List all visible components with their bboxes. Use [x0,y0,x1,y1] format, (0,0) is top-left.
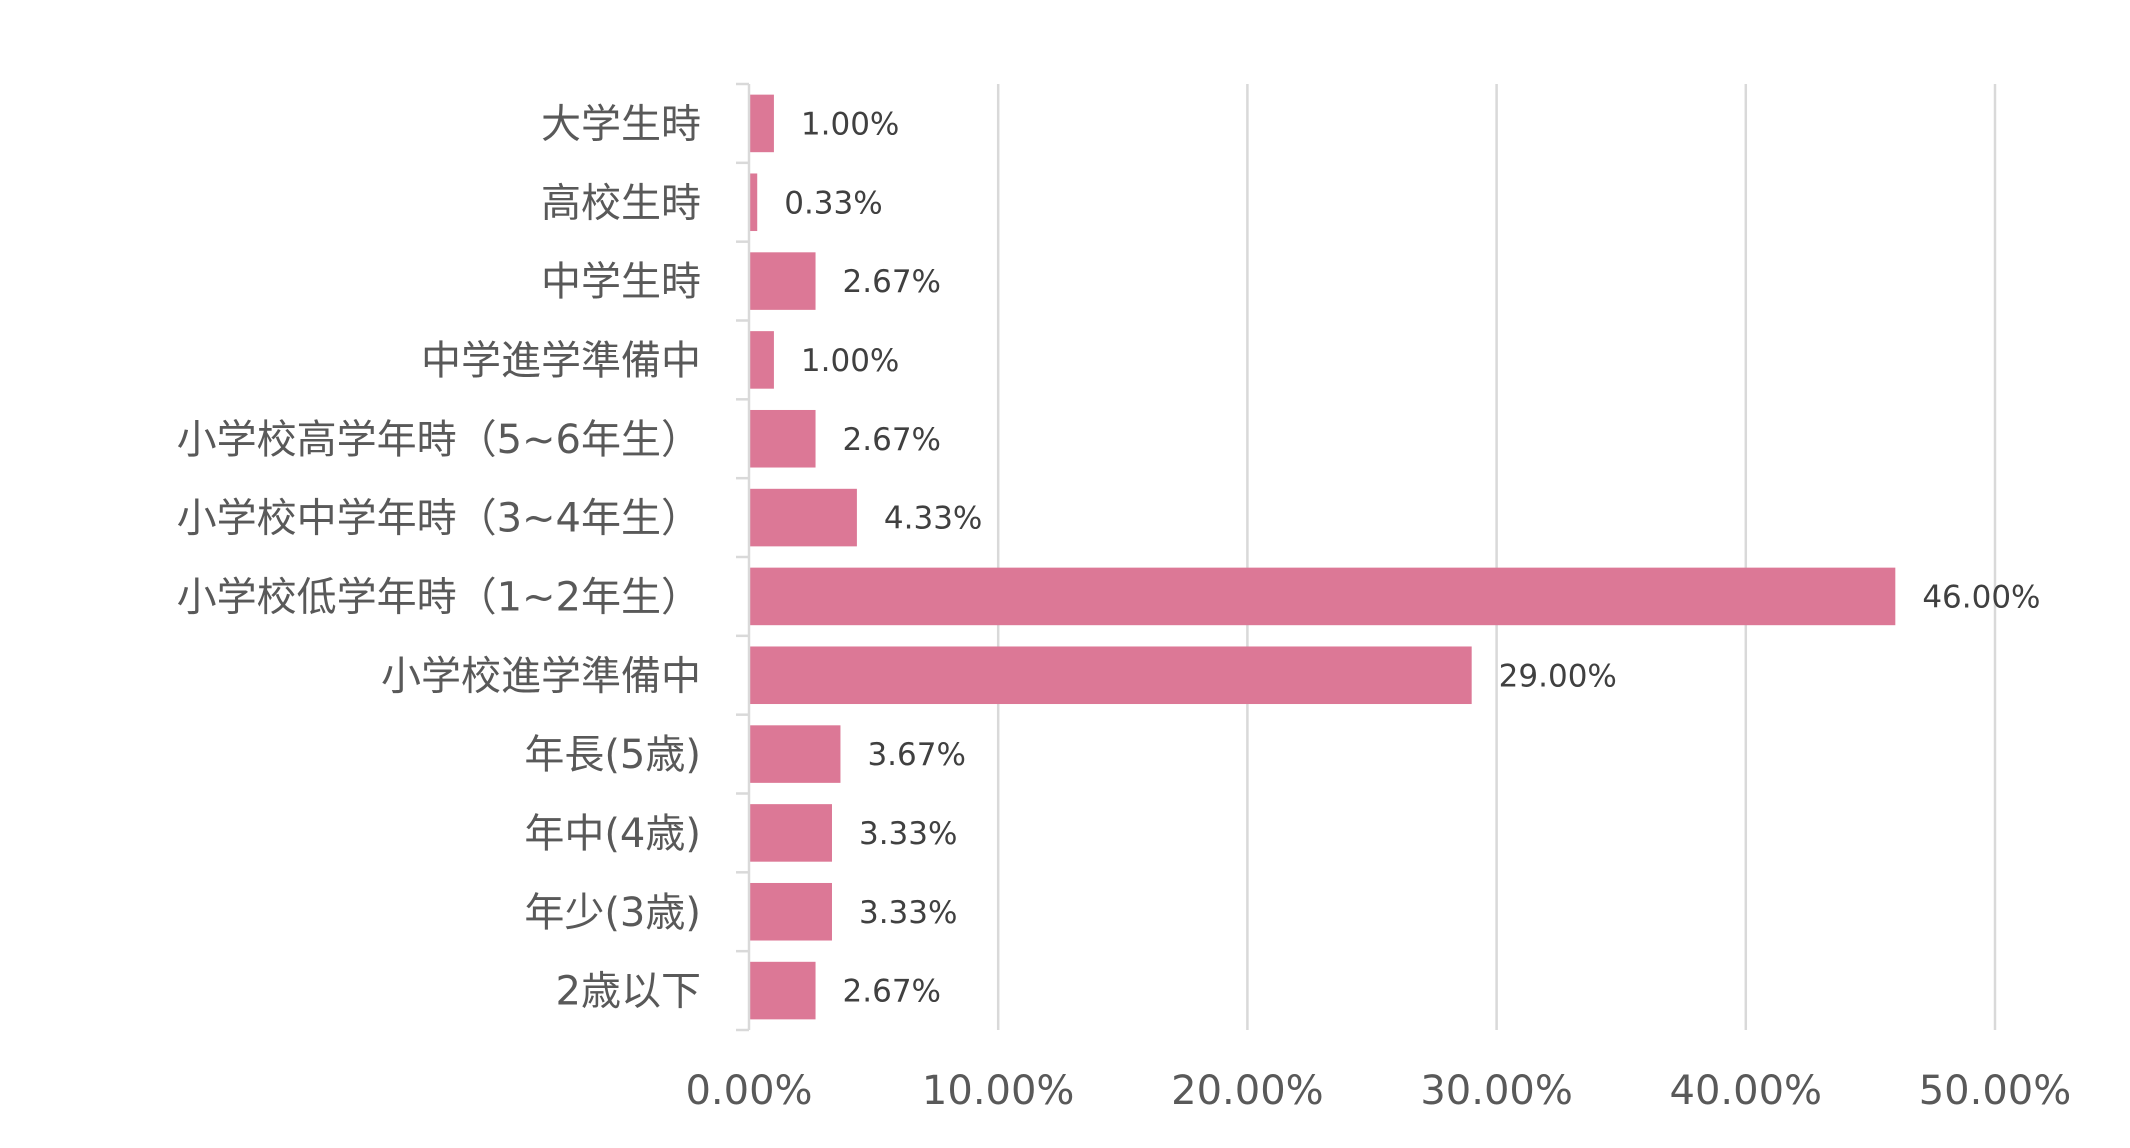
x-tick-label-3: 30.00% [1420,1068,1573,1114]
data-label-1: 0.33% [784,185,882,221]
x-tick-label-5: 50.00% [1919,1068,2072,1114]
bar-5 [749,488,857,547]
x-tick-label-4: 40.00% [1670,1068,1823,1114]
gridlines [996,84,1997,1030]
y-axis [736,82,751,1032]
data-label-9: 3.33% [859,816,957,852]
category-label-11: 2歳以下 [556,969,701,1015]
bar-6 [749,567,1896,626]
bar-2 [749,252,816,310]
data-label-11: 2.67% [843,974,941,1010]
data-labels: 1.00% 0.33% 2.67% 1.00% 2.67% 4.33% 46.00% 29.0… [784,106,2040,1009]
data-label-2: 2.67% [843,264,941,300]
x-tick-labels: 0.00% 10.00% 20.00% 30.00% 40.00% 50.00% [685,1068,2071,1114]
x-tick-label-1: 10.00% [922,1068,1075,1114]
data-label-3: 1.00% [801,343,899,379]
data-label-8: 3.67% [867,737,965,773]
bar-9 [749,804,832,862]
category-label-1: 高校生時 [541,180,701,226]
bar-4 [749,409,816,468]
data-label-0: 1.00% [801,106,899,142]
category-label-2: 中学生時 [541,259,701,305]
category-label-10: 年少(3歳) [524,890,701,936]
data-label-10: 3.33% [859,895,957,931]
bar-1 [749,173,758,232]
x-tick-label-2: 20.00% [1171,1068,1324,1114]
bar-11 [749,961,816,1020]
bars [749,94,1896,1020]
category-label-0: 大学生時 [541,101,701,147]
category-label-5: 小学校中学年時（3~4年生） [177,496,701,542]
data-label-7: 29.00% [1499,658,1617,694]
bar-8 [749,725,841,783]
category-label-4: 小学校高学年時（5~6年生） [177,417,701,463]
x-tick-label-0: 0.00% [685,1068,812,1114]
data-label-5: 4.33% [884,501,982,537]
category-label-6: 小学校低学年時（1~2年生） [177,574,701,620]
category-label-7: 小学校進学準備中 [381,653,701,699]
data-label-4: 2.67% [843,422,941,458]
bar-3 [749,331,774,389]
bar-7 [749,646,1472,705]
data-label-6: 46.00% [1922,579,2040,615]
category-label-3: 中学進学準備中 [421,338,701,384]
bar-0 [749,94,774,153]
category-label-9: 年中(4歳) [524,811,701,857]
category-label-8: 年長(5歳) [524,732,701,778]
bar-10 [749,882,832,941]
